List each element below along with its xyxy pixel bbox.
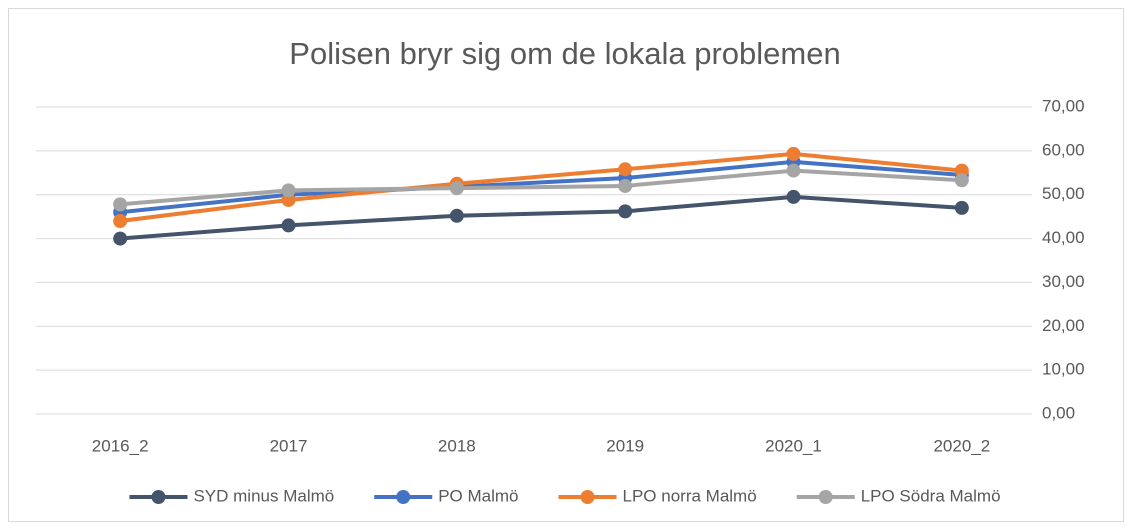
data-point (954, 200, 969, 215)
data-point (281, 183, 296, 198)
data-point (113, 214, 128, 229)
chart-border (8, 8, 1124, 522)
data-point (786, 163, 801, 178)
data-point (113, 197, 128, 212)
legend-marker (396, 490, 411, 504)
data-point (449, 208, 464, 223)
y-tick-label: 50,00 (1042, 184, 1085, 203)
x-tick-label: 2019 (606, 436, 644, 455)
legend-label: PO Malmö (438, 486, 518, 505)
data-point (449, 181, 464, 196)
series-line (120, 194, 962, 241)
legend-label: LPO norra Malmö (623, 486, 757, 505)
data-point (618, 162, 633, 177)
legend-marker (151, 490, 166, 504)
legend-label: SYD minus Malmö (193, 486, 334, 505)
series-line (120, 168, 962, 207)
y-tick-label: 0,00 (1042, 403, 1075, 422)
y-tick-label: 70,00 (1042, 96, 1085, 115)
data-point (281, 192, 296, 207)
x-tick-label: 2016_2 (92, 436, 149, 455)
data-point (954, 173, 969, 188)
y-tick-label: 60,00 (1042, 140, 1085, 159)
x-tick-label: 2020_1 (765, 436, 822, 455)
data-point (786, 146, 801, 161)
legend-marker (580, 490, 595, 504)
legend-label: LPO Södra Malmö (861, 486, 1001, 505)
data-point (281, 218, 296, 233)
y-tick-label: 30,00 (1042, 272, 1085, 291)
series-line (119, 151, 963, 224)
legend-marker (818, 490, 833, 504)
x-tick-label: 2018 (438, 436, 476, 455)
x-tick-label: 2020_2 (933, 436, 990, 455)
y-tick-label: 20,00 (1042, 316, 1085, 335)
x-tick-label: 2017 (270, 436, 308, 455)
data-point (618, 178, 633, 193)
data-point (786, 189, 801, 204)
data-point (618, 204, 633, 219)
series-line (119, 159, 962, 215)
data-point (954, 163, 969, 178)
data-point (113, 231, 128, 246)
y-tick-label: 40,00 (1042, 228, 1085, 247)
chart-title: Polisen bryr sig om de lokala problemen (289, 36, 840, 71)
y-tick-label: 10,00 (1042, 360, 1085, 379)
